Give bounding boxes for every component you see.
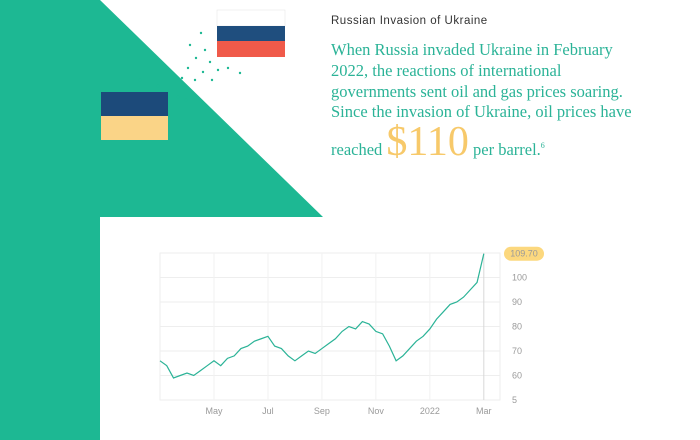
- headline-tail: reached $110 per barrel.6: [331, 119, 545, 165]
- ukraine-flag: [101, 92, 168, 140]
- headline-line: governments sent oil and gas prices soar…: [331, 82, 623, 101]
- y-tick-label: 70: [512, 346, 522, 356]
- highlight: $110: [386, 119, 468, 165]
- x-tick-label: Jul: [262, 406, 274, 416]
- value-label: 109.70: [510, 249, 538, 259]
- tail: per barrel.: [473, 140, 541, 159]
- x-tick-label: Sep: [314, 406, 330, 416]
- headline-line: When Russia invaded Ukraine in February: [331, 40, 614, 59]
- headline-line: 2022, the reactions of international: [331, 61, 562, 80]
- chart-card: [100, 218, 700, 440]
- headline-line: Since the invasion of Ukraine, oil price…: [331, 102, 632, 121]
- y-tick-label: 80: [512, 322, 522, 332]
- header: Russian Invasion of Ukraine: [331, 15, 488, 27]
- x-tick-label: 2022: [420, 406, 440, 416]
- footnote: 6: [541, 141, 545, 150]
- price-line: [159, 253, 485, 379]
- y-tick-label: 90: [512, 297, 522, 307]
- y-tick-label: 100: [512, 273, 527, 283]
- x-tick-label: Mar: [476, 406, 492, 416]
- lead: reached: [331, 140, 383, 159]
- callout-pill: [504, 246, 544, 261]
- dots: [138, 31, 242, 102]
- y-tick-label: 5: [512, 395, 517, 405]
- russia-flag: [216, 9, 286, 57]
- y-tick-label: 60: [512, 371, 522, 381]
- x-tick-label: Nov: [368, 406, 385, 416]
- x-tick-label: May: [205, 406, 223, 416]
- teal-background: [0, 0, 323, 440]
